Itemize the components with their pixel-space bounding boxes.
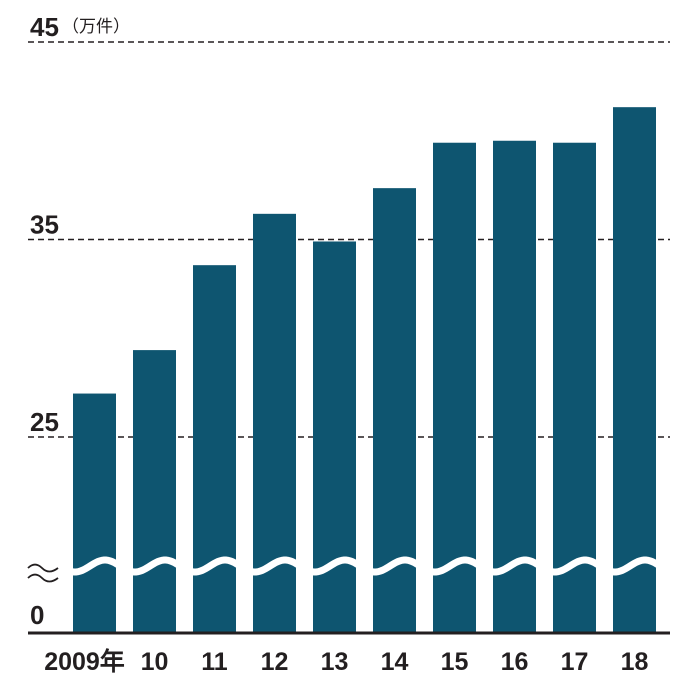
y-tick-label: 45 [30, 12, 59, 42]
bar-11 [193, 265, 236, 633]
y-unit-label: （万件） [62, 17, 130, 37]
x-tick-label: 10 [141, 648, 169, 676]
y-tick-label: 35 [30, 210, 59, 240]
break-band [58, 556, 662, 576]
y-tick-label: 0 [30, 600, 44, 630]
bar-18 [613, 107, 656, 634]
bars [73, 107, 656, 634]
axis-break-symbol [27, 573, 59, 583]
x-tick-label: 17 [561, 648, 589, 676]
y-tick-labels: 0 25 35 45 [30, 12, 59, 630]
x-tick-label: 11 [201, 648, 228, 676]
x-tick-label: 14 [381, 648, 409, 676]
bar-10 [133, 350, 176, 633]
x-tick-labels: 2009年 10 11 12 13 14 15 16 17 18 [44, 647, 648, 676]
x-tick-label: 16 [501, 648, 529, 676]
axis-break-marks [27, 556, 662, 583]
y-tick-label: 25 [30, 407, 59, 437]
x-tick-label: 15 [441, 648, 469, 676]
bar-17 [553, 142, 596, 633]
bar-16 [493, 140, 536, 633]
x-tick-label: 12 [261, 648, 289, 676]
x-tick-label: 2009年 [44, 647, 125, 676]
bar-15 [433, 142, 476, 633]
x-tick-label: 18 [621, 648, 649, 676]
axis-break-symbol [27, 563, 59, 573]
x-tick-label: 13 [321, 648, 349, 676]
bar-2009年 [73, 393, 116, 633]
